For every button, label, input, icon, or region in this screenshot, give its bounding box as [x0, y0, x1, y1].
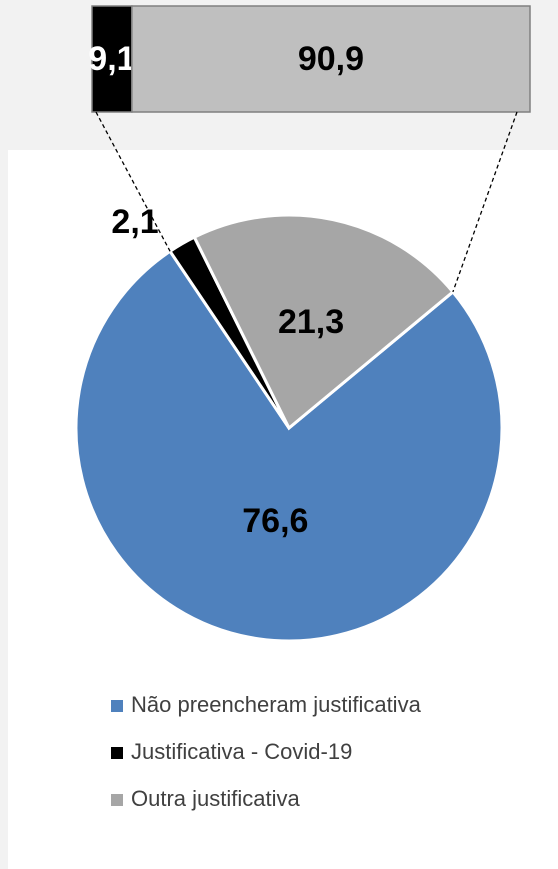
connector-line	[95, 111, 171, 252]
data-label: 2,1	[111, 203, 158, 241]
bar-segment	[131, 5, 531, 113]
data-label: 76,6	[242, 502, 308, 540]
legend-swatch	[111, 700, 123, 712]
legend-label: Justificativa - Covid-19	[131, 739, 352, 764]
data-label: 9,1	[88, 40, 135, 78]
legend-swatch	[111, 747, 123, 759]
connector-line	[452, 111, 518, 293]
bar-segment	[91, 5, 133, 113]
data-label: 21,3	[278, 303, 344, 341]
legend-label: Não preencheram justificativa	[131, 692, 422, 717]
legend-swatch	[111, 794, 123, 806]
pie-slice	[74, 249, 504, 643]
pie-slice	[192, 213, 455, 431]
data-label: 90,9	[298, 40, 364, 78]
legend-label: Outra justificativa	[131, 786, 300, 811]
